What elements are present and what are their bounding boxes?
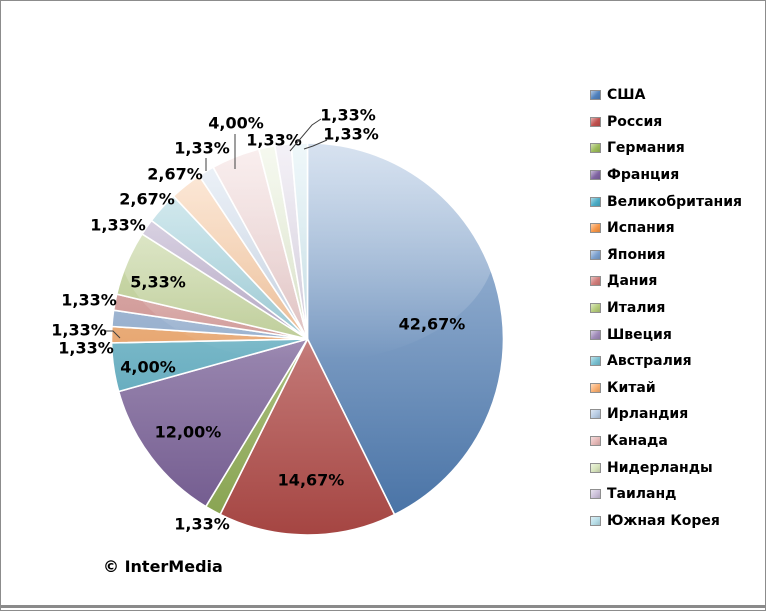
- pie-slice-1: [219, 338, 396, 536]
- legend-item-11: Китай: [590, 375, 742, 402]
- legend-swatch-13: [590, 436, 601, 447]
- slice-label-8: 5,33%: [130, 273, 186, 292]
- slice-label-6: 1,33%: [51, 321, 107, 340]
- legend-swatch-5: [590, 223, 601, 234]
- legend-item-13: Канада: [590, 428, 742, 455]
- slice-label-1: 14,67%: [278, 471, 345, 490]
- slice-label-0: 42,67%: [399, 315, 466, 334]
- slice-label-7: 1,33%: [61, 291, 117, 310]
- slice-label-14: 1,33%: [246, 131, 302, 150]
- watermark: © InterMedia: [103, 557, 223, 576]
- slice-label-9: 1,33%: [90, 216, 146, 235]
- legend-swatch-10: [590, 356, 601, 367]
- legend-label-6: Япония: [607, 246, 666, 263]
- legend-swatch-7: [590, 276, 601, 287]
- legend-item-14: Нидерланды: [590, 454, 742, 481]
- legend-item-1: Россия: [590, 109, 742, 136]
- legend-label-14: Нидерланды: [607, 459, 713, 476]
- legend-item-16: Южная Корея: [590, 508, 742, 535]
- slice-label-5: 1,33%: [58, 339, 114, 358]
- leader-line-15: [289, 118, 322, 152]
- legend-label-1: Россия: [607, 113, 663, 130]
- leader-line-16: [303, 139, 328, 150]
- legend-label-10: Австралия: [607, 353, 692, 370]
- legend-swatch-9: [590, 329, 601, 340]
- legend-label-11: Китай: [607, 379, 656, 396]
- legend-swatch-1: [590, 116, 601, 127]
- leader-line-6: [104, 330, 121, 339]
- legend-item-5: Испания: [590, 215, 742, 242]
- slice-label-13: 4,00%: [208, 114, 264, 133]
- legend-label-9: Швеция: [607, 326, 672, 343]
- legend-item-4: Великобритания: [590, 188, 742, 215]
- legend-swatch-15: [590, 489, 601, 500]
- legend-label-8: Италия: [607, 300, 666, 317]
- slice-label-10: 2,67%: [119, 190, 175, 209]
- legend-swatch-14: [590, 462, 601, 473]
- slice-label-11: 2,67%: [147, 165, 203, 184]
- legend-item-0: США: [590, 82, 742, 109]
- legend-swatch-8: [590, 303, 601, 314]
- legend-item-7: Дания: [590, 268, 742, 295]
- legend-item-3: Франция: [590, 162, 742, 189]
- gloss-highlight: [119, 143, 496, 363]
- slice-label-3: 12,00%: [155, 423, 222, 442]
- legend-swatch-3: [590, 170, 601, 181]
- legend-label-16: Южная Корея: [607, 512, 720, 529]
- legend-swatch-4: [590, 196, 601, 207]
- slice-label-4: 4,00%: [120, 358, 176, 377]
- legend-label-5: Испания: [607, 220, 675, 237]
- legend-label-0: США: [607, 87, 646, 104]
- bottom-border-bar: [1, 605, 765, 608]
- slice-label-12: 1,33%: [174, 139, 230, 158]
- legend-swatch-16: [590, 515, 601, 526]
- slice-label-15: 1,33%: [320, 106, 376, 125]
- legend-item-2: Германия: [590, 135, 742, 162]
- legend-item-10: Австралия: [590, 348, 742, 375]
- legend-swatch-0: [590, 90, 601, 101]
- legend-label-7: Дания: [607, 273, 658, 290]
- legend-label-3: Франция: [607, 167, 680, 184]
- legend-swatch-11: [590, 382, 601, 393]
- chart-legend: США Россия Германия Франция Великобритания Ис…: [590, 82, 742, 534]
- legend-item-15: Таиланд: [590, 481, 742, 508]
- legend-swatch-6: [590, 249, 601, 260]
- legend-item-8: Италия: [590, 295, 742, 322]
- legend-label-2: Германия: [607, 140, 685, 157]
- slice-label-16: 1,33%: [323, 125, 379, 144]
- legend-label-15: Таиланд: [607, 486, 677, 503]
- legend-item-9: Швеция: [590, 321, 742, 348]
- legend-label-13: Канада: [607, 433, 668, 450]
- legend-item-12: Ирландия: [590, 401, 742, 428]
- legend-swatch-12: [590, 409, 601, 420]
- legend-swatch-2: [590, 143, 601, 154]
- pie-slice-3: [117, 338, 309, 508]
- slice-label-2: 1,33%: [174, 515, 230, 534]
- legend-label-12: Ирландия: [607, 406, 689, 423]
- legend-label-4: Великобритания: [607, 193, 742, 210]
- legend-item-6: Япония: [590, 242, 742, 269]
